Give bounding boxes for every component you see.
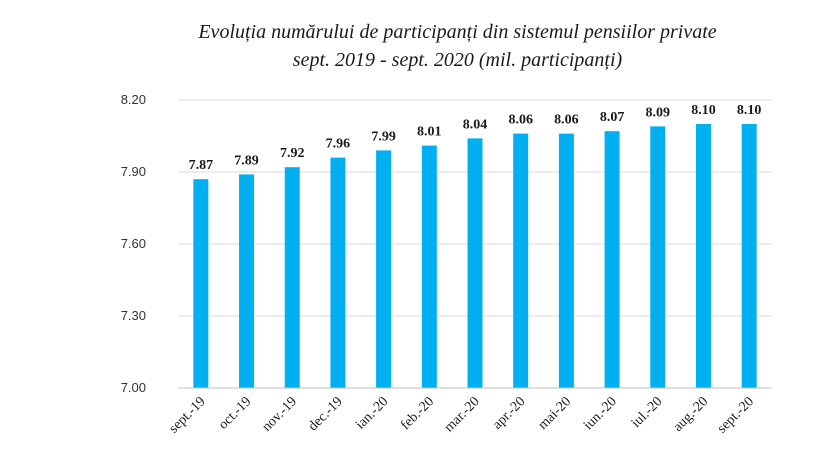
bar (650, 126, 666, 389)
x-tick-label: mar.-20 (442, 394, 483, 435)
bar (330, 157, 346, 388)
x-tick-label: sept.-20 (715, 394, 757, 436)
x-tick-label: apr.-20 (490, 394, 528, 432)
x-tick-label: ian.-20 (353, 394, 391, 432)
data-label: 7.89 (234, 153, 259, 168)
x-tick-label: oct.-19 (216, 394, 254, 432)
y-tick-label: 7.60 (121, 236, 146, 251)
data-label: 8.09 (646, 105, 671, 120)
chart-subtitle: sept. 2019 - sept. 2020 (mil. participan… (292, 49, 623, 71)
data-label: 7.96 (326, 137, 351, 152)
bar (376, 150, 392, 388)
x-tick-label: mai-20 (536, 394, 575, 433)
data-label: 8.06 (554, 113, 579, 128)
x-tick-label: aug.-20 (671, 394, 712, 435)
data-label: 7.99 (371, 129, 396, 144)
chart-title: Evoluția numărului de participanți din s… (198, 21, 717, 43)
bar (421, 145, 437, 388)
y-tick-label: 8.20 (121, 92, 146, 107)
bar (193, 179, 209, 388)
x-tick-label: iun.-20 (581, 394, 620, 433)
bar (695, 124, 711, 388)
bar (604, 131, 620, 388)
data-label: 8.06 (508, 113, 533, 128)
y-tick-label: 7.90 (121, 164, 146, 179)
x-tick-label: dec.-19 (306, 394, 346, 434)
x-tick-label: sept.-19 (166, 394, 208, 436)
x-tick-label: feb.-20 (398, 394, 437, 433)
bar (239, 174, 255, 388)
bar (284, 167, 300, 388)
bar (513, 133, 529, 388)
y-tick-label: 7.00 (121, 380, 146, 395)
x-tick-label: iul.-20 (629, 394, 666, 431)
data-label: 8.10 (737, 103, 762, 118)
data-label: 8.10 (691, 103, 716, 118)
data-label: 8.07 (600, 110, 625, 125)
data-label: 7.92 (280, 146, 305, 161)
x-tick-label: nov.-19 (260, 394, 300, 434)
data-label: 8.04 (463, 117, 488, 132)
y-tick-label: 7.30 (121, 308, 146, 323)
chart-title-block: Evoluția numărului de participanți din s… (0, 18, 831, 74)
data-label: 8.01 (417, 125, 442, 140)
data-label: 7.87 (189, 158, 214, 173)
bar (558, 133, 574, 388)
bar (741, 124, 757, 388)
bar (467, 138, 483, 388)
